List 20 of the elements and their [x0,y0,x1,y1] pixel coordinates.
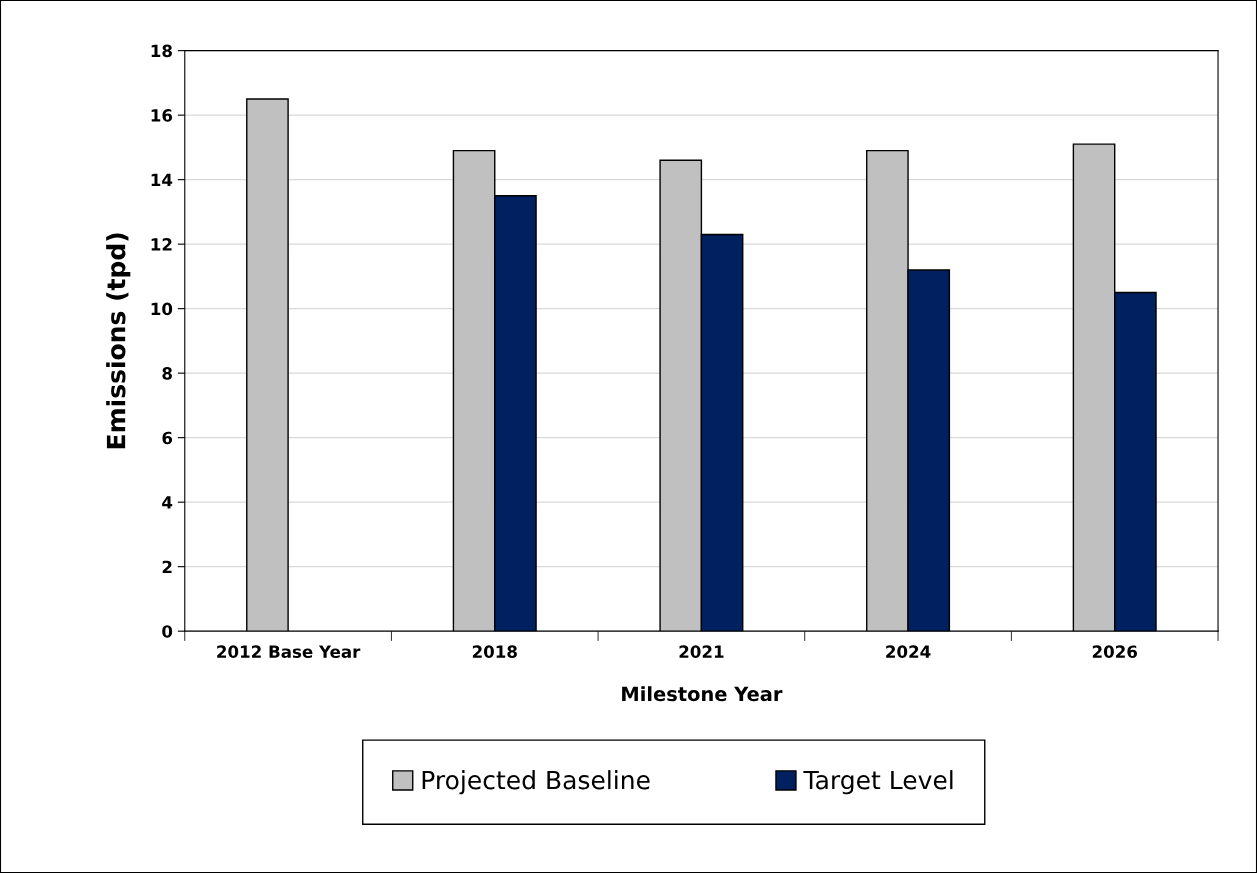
x-tick-label: 2024 [886,645,931,658]
y-tick-label: 16 [151,109,173,122]
y-tick-label: 10 [151,302,173,316]
x-tick-label: 2021 [679,645,724,658]
y-tick-label: 4 [162,496,173,509]
bar [246,98,289,632]
y-tick-label: 2 [162,560,172,574]
x-tick-label: 2018 [472,645,517,658]
y-tick-label: 12 [151,238,172,251]
y-tick-label: 6 [162,431,173,445]
y-tick-label: 8 [162,367,172,380]
x-tick-label: 2012 Base Year [217,645,361,658]
x-axis-title: Milestone Year [622,686,783,702]
y-axis-title: Emissions (tpd) [106,233,131,449]
legend-label: Target Level [803,770,953,795]
y-tick-label: 14 [151,173,173,186]
y-tick-label: 18 [151,44,172,58]
y-tick-label: 0 [162,625,173,638]
x-tick-label: 2026 [1092,645,1138,658]
legend-label: Projected Baseline [422,770,650,795]
